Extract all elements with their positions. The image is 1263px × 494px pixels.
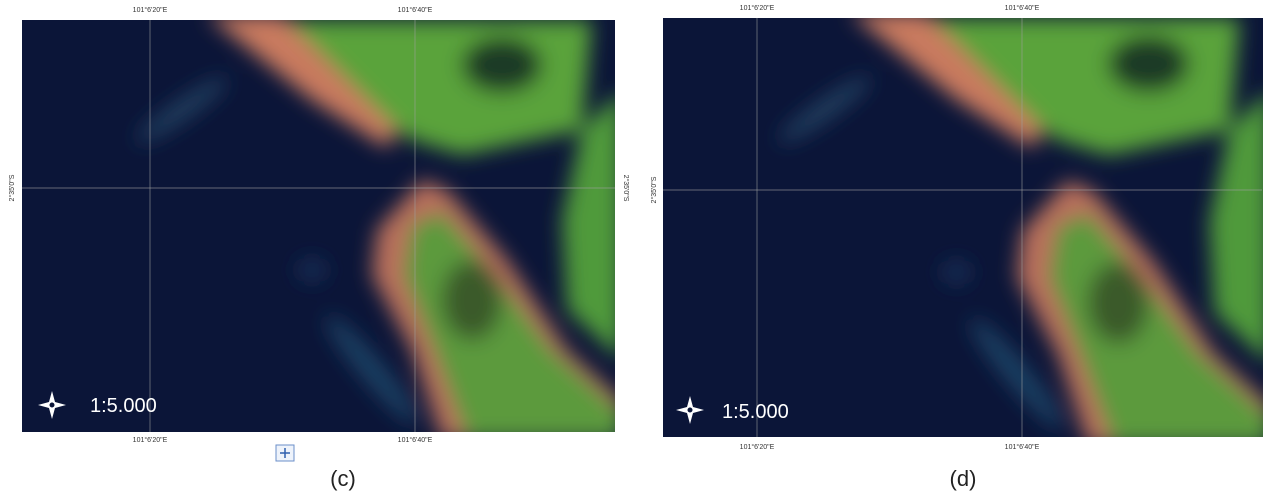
coord-label: 101°6'40"E: [398, 436, 433, 444]
scale-label: 1:5.000: [722, 401, 789, 423]
coord-label: 101°6'40"E: [1005, 443, 1040, 451]
satellite-image: [643, 0, 1263, 465]
coord-label: 2°35'0"S: [8, 174, 16, 201]
coord-label: 2°35'0"S: [650, 176, 658, 203]
coord-label: 101°6'40"E: [1005, 4, 1040, 12]
coord-label: 2°35'0"S: [622, 175, 630, 202]
caption: (d): [950, 466, 977, 491]
satellite-image: [2, 0, 642, 460]
figure: 101°6'20"E 101°6'40"E 101°6'20"E 101°6'4…: [0, 0, 1263, 494]
coord-label: 101°6'20"E: [740, 4, 775, 12]
coord-label: 101°6'40"E: [398, 6, 433, 14]
map-panel: 101°6'20"E 101°6'40"E 101°6'20"E 101°6'4…: [643, 0, 1263, 491]
map-panel: 101°6'20"E 101°6'40"E 101°6'20"E 101°6'4…: [2, 0, 642, 491]
coord-label: 101°6'20"E: [740, 443, 775, 451]
caption: (c): [330, 466, 356, 491]
move-icon[interactable]: [276, 445, 294, 461]
coord-label: 101°6'20"E: [133, 6, 168, 14]
scale-label: 1:5.000: [90, 395, 157, 417]
coord-label: 101°6'20"E: [133, 436, 168, 444]
